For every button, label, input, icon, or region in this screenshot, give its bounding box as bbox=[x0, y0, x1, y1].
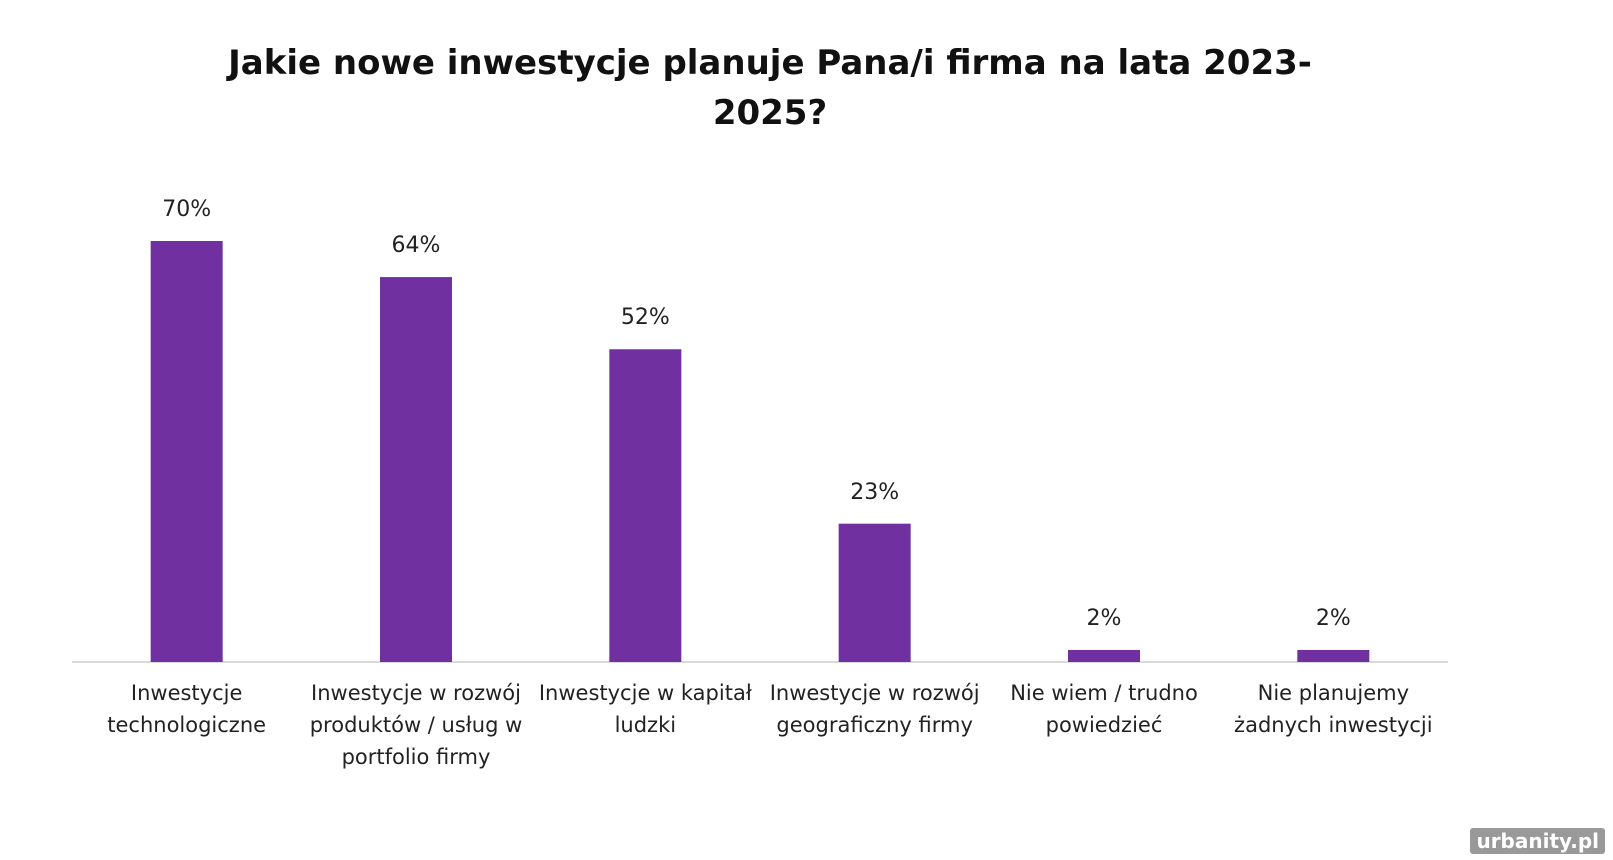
chart-title: Jakie nowe inwestycje planuje Pana/i fir… bbox=[228, 43, 1312, 133]
x-tick-label: Inwestycje technologiczne bbox=[107, 681, 267, 737]
value-label: 70% bbox=[162, 197, 212, 222]
x-tick-label: Inwestycje w rozwój produktów / usług w … bbox=[309, 681, 523, 769]
value-label: 23% bbox=[850, 479, 900, 505]
value-label: 64% bbox=[391, 233, 441, 259]
value-label: 2% bbox=[1086, 605, 1122, 631]
bar bbox=[1068, 649, 1140, 662]
x-tick-label: Nie planujemy żadnych inwestycji bbox=[1234, 681, 1433, 737]
bar bbox=[1297, 649, 1370, 662]
bar bbox=[609, 349, 682, 662]
bar bbox=[150, 241, 223, 662]
x-tick-label: Inwestycje w rozwój geograficzny firmy bbox=[769, 681, 980, 737]
value-label: 52% bbox=[620, 305, 670, 331]
watermark: urbanity.pl bbox=[1470, 828, 1605, 854]
x-tick-label: Inwestycje w kapitał ludzki bbox=[538, 681, 752, 737]
x-tick-label: Nie wiem / trudno powiedzieć bbox=[1010, 681, 1198, 737]
value-label: 2% bbox=[1315, 605, 1351, 631]
bar bbox=[838, 523, 911, 662]
bar bbox=[380, 277, 452, 662]
